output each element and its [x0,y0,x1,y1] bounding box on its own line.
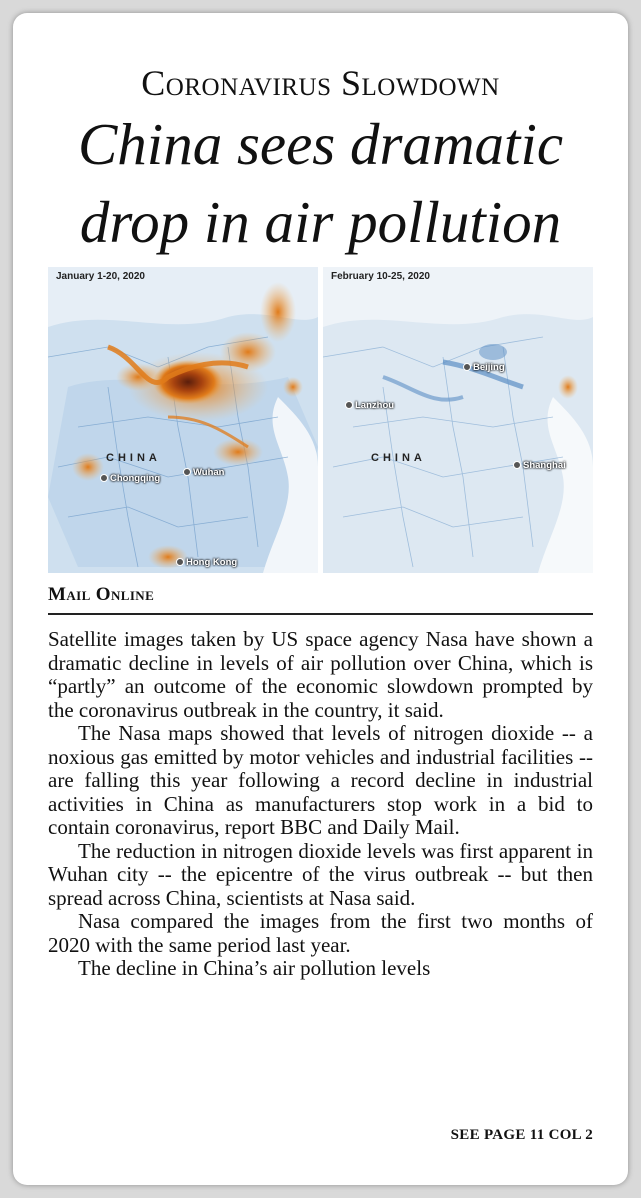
city-chongqing-label: Chongqing [110,473,161,484]
city-marker-icon [183,468,191,477]
pollution-map-january [48,267,318,573]
city-marker-icon [513,461,521,470]
headline-line-1: China sees dramatic [77,111,564,177]
map-february-date: February 10-25, 2020 [331,271,430,282]
divider-rule [48,613,593,615]
city-lanzhou: Lanzhou [345,400,394,411]
body-paragraph: The decline in China’s air pollution lev… [78,956,431,980]
article-card: Coronavirus Slowdown China sees dramatic… [13,13,628,1185]
article-headline: China sees dramatic drop in air pollutio… [13,105,628,261]
city-chongqing: Chongqing [100,473,160,484]
city-beijing: Beijing [463,362,505,373]
city-beijing-label: Beijing [473,362,505,373]
city-shanghai-label: Shanghai [523,460,566,471]
article-kicker: Coronavirus Slowdown [141,63,500,103]
city-marker-icon [463,363,471,372]
map-february: February 10-25, 2020 CHINA Beijing Lanzh… [323,267,593,573]
body-paragraph: Satellite images taken by US space agenc… [48,627,593,722]
body-paragraph: The Nasa maps showed that levels of nitr… [48,721,593,839]
body-paragraph: Nasa compared the images from the first … [48,909,593,957]
city-wuhan-label: Wuhan [193,467,225,478]
map-february-country-label: CHINA [371,452,426,464]
city-hong-kong-label: Hong Kong [186,557,238,568]
body-paragraph: The reduction in nitrogen dioxide levels… [48,838,593,910]
city-marker-icon [100,474,108,483]
map-january: January 1-20, 2020 CHINA Chongqing Wuhan… [48,267,318,573]
city-shanghai: Shanghai [513,460,566,471]
map-january-country-label: CHINA [106,452,161,464]
city-wuhan: Wuhan [183,467,225,478]
article-body: Satellite images taken by US space agenc… [48,627,593,981]
map-january-date: January 1-20, 2020 [56,271,145,282]
city-marker-icon [176,558,184,567]
city-hong-kong: Hong Kong [176,557,237,568]
article-source: Mail Online [48,584,155,605]
city-lanzhou-label: Lanzhou [355,400,395,411]
city-marker-icon [345,401,353,410]
headline-line-2: drop in air pollution [79,189,562,255]
continuation-jump[interactable]: SEE PAGE 11 COL 2 [450,1127,593,1143]
satellite-maps: January 1-20, 2020 CHINA Chongqing Wuhan… [48,267,593,573]
pollution-map-february [323,267,593,573]
